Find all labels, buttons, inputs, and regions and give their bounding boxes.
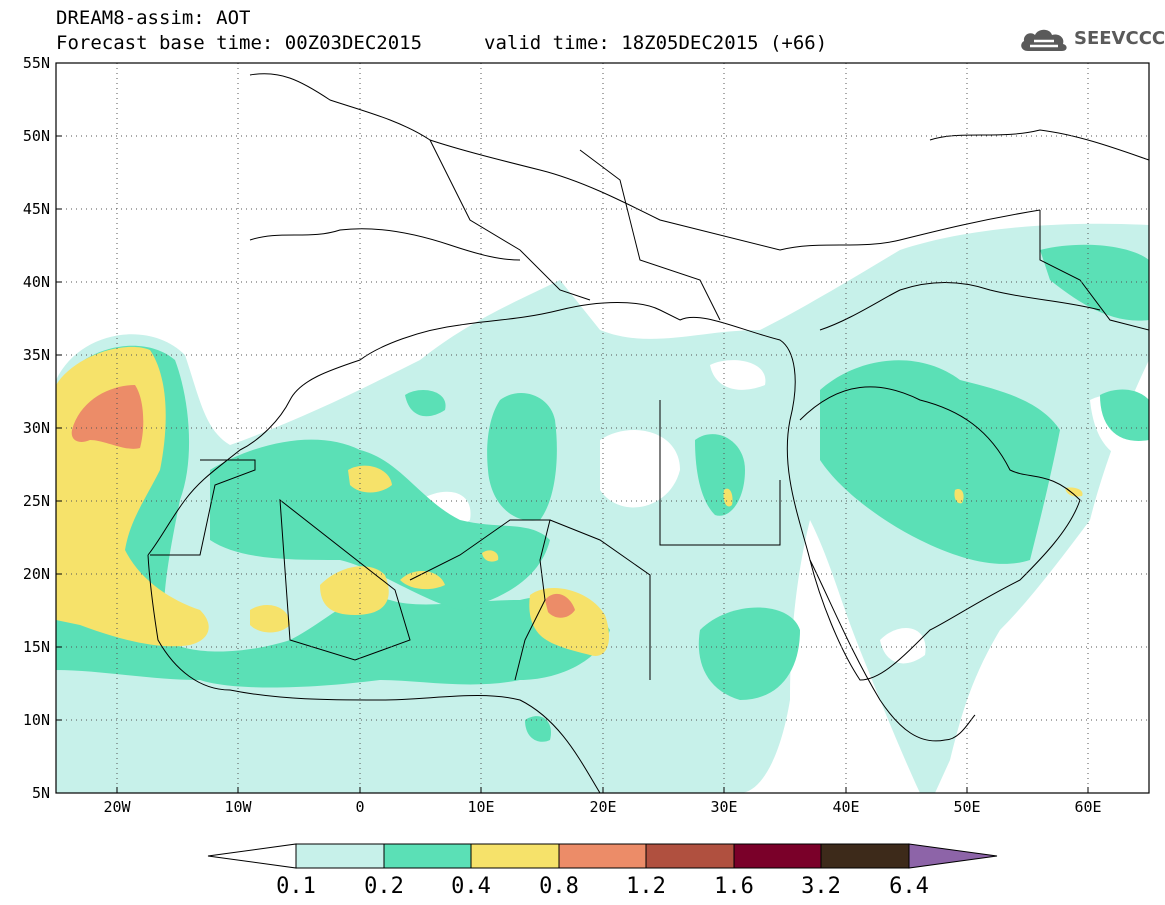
- lat-label: 35N: [23, 346, 50, 364]
- colorbar-label: 1.6: [714, 874, 754, 899]
- logo-text: SEEVCCC: [1074, 28, 1165, 49]
- seevccc-logo: SEEVCCC: [1018, 24, 1165, 56]
- colorbar-label: 1.2: [626, 874, 666, 899]
- colorbar-swatch: [645, 843, 735, 869]
- aot-class-0.2-0.4: [56, 244, 1149, 742]
- colorbar-swatch: [558, 843, 647, 869]
- colorbar-swatch: [383, 843, 472, 869]
- lat-label: 5N: [32, 784, 50, 802]
- lon-label: 60E: [1074, 798, 1101, 816]
- lat-label: 10N: [23, 711, 50, 729]
- lat-label: 40N: [23, 273, 50, 291]
- colorbar-label: 0.8: [539, 874, 579, 899]
- aot-field: [56, 223, 1149, 793]
- lat-label: 30N: [23, 419, 50, 437]
- cloud-icon: [1021, 29, 1067, 51]
- axis-ticks: [56, 62, 1089, 793]
- lon-label: 40E: [832, 798, 859, 816]
- lat-label: 20N: [23, 565, 50, 583]
- colorbar-label: 3.2: [801, 874, 841, 899]
- lon-label: 10W: [224, 798, 252, 816]
- colorbar-label: 0.4: [451, 874, 491, 899]
- colorbar-under-arrow: [207, 843, 297, 869]
- colorbar-labels: 0.1 0.2 0.4 0.8 1.2 1.6 3.2 6.4: [276, 874, 929, 899]
- forecast-base-time: Forecast base time: 00Z03DEC2015: [56, 32, 423, 54]
- lat-label: 25N: [23, 492, 50, 510]
- lon-label: 50E: [953, 798, 980, 816]
- lat-label: 45N: [23, 200, 50, 218]
- lon-label: 20E: [589, 798, 616, 816]
- colorbar-swatch: [295, 843, 385, 869]
- colorbar-swatch: [470, 843, 560, 869]
- valid-time: valid time: 18Z05DEC2015 (+66): [484, 32, 828, 54]
- lon-label: 0: [355, 798, 364, 816]
- colorbar-label: 0.1: [276, 874, 316, 899]
- aot-class-0.8-1.2: [71, 385, 575, 618]
- lon-label: 30E: [710, 798, 737, 816]
- lat-labels: 55N 50N 45N 40N 35N 30N 25N 20N 15N 10N …: [23, 54, 50, 802]
- lat-label: 50N: [23, 127, 50, 145]
- colorbar-label: 0.2: [364, 874, 404, 899]
- lat-label: 55N: [23, 54, 50, 72]
- colorbar-label: 6.4: [889, 874, 929, 899]
- country-borders: [147, 73, 1149, 793]
- lon-label: 20W: [103, 798, 131, 816]
- lat-label: 15N: [23, 638, 50, 656]
- colorbar-over-arrow: [908, 843, 998, 869]
- colorbar: [207, 843, 998, 869]
- lon-labels: 20W 10W 0 10E 20E 30E 40E 50E 60E: [103, 798, 1101, 816]
- chart-title: DREAM8-assim: AOT: [56, 7, 251, 29]
- colorbar-swatch: [733, 843, 822, 869]
- graticule: [56, 63, 1149, 793]
- colorbar-swatch: [820, 843, 910, 869]
- lon-label: 10E: [467, 798, 494, 816]
